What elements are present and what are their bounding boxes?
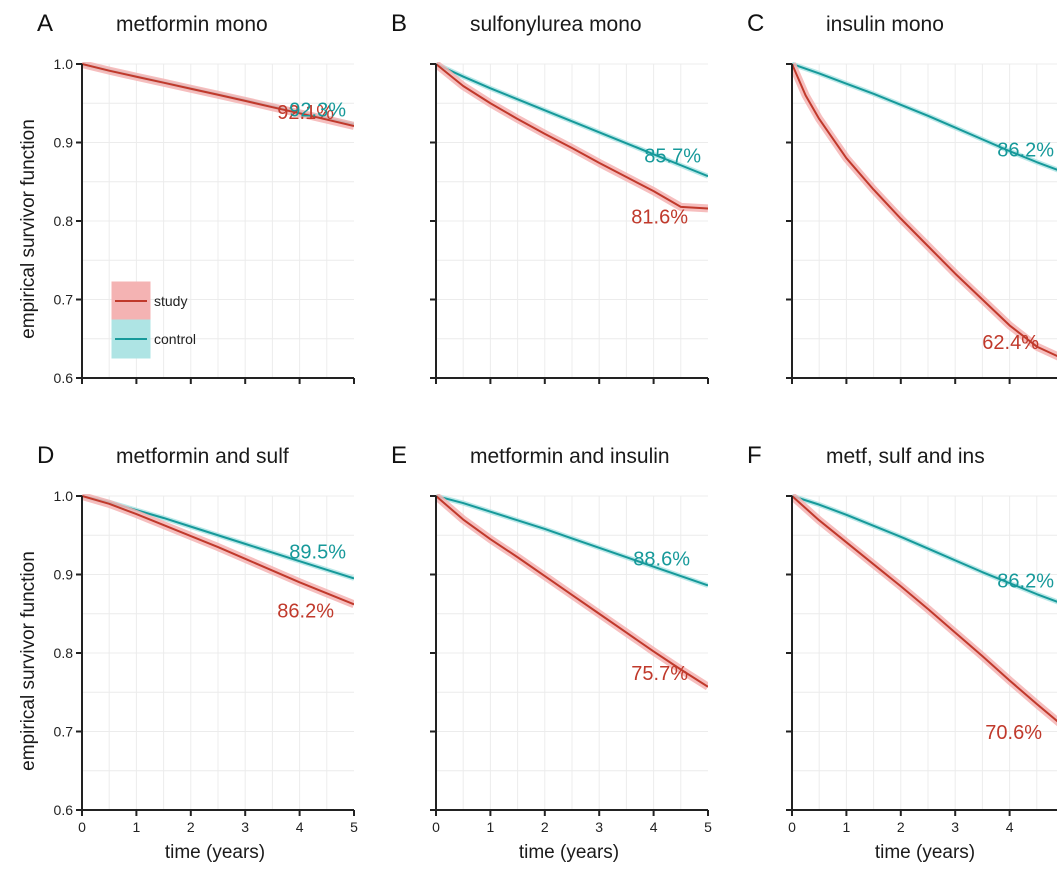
control-line: [792, 63, 1057, 171]
y-tick-label: 0.8: [54, 213, 74, 229]
x-tick-label: 4: [650, 819, 658, 835]
y-tick-label: 1.0: [54, 488, 74, 504]
y-tick-label: 0.6: [54, 802, 74, 818]
x-tick-label: 2: [897, 819, 905, 835]
curves: [436, 494, 708, 691]
x-tick-label: 1: [133, 819, 141, 835]
x-tick-label: 3: [951, 819, 959, 835]
legend-label-study: study: [154, 293, 187, 309]
x-axis-title: time (years): [165, 842, 265, 863]
grid: [436, 495, 708, 810]
study-end-label: 86.2%: [277, 600, 334, 622]
curves: [82, 62, 354, 130]
panel-letter: F: [747, 442, 762, 469]
study-line: [436, 495, 708, 688]
panel-d: 86.2% 89.5% 0.6 0.7 0.8 0.9 1.0 0 1 2 3 4 5 D metformi…: [18, 442, 358, 863]
panel-letter: A: [37, 10, 53, 37]
grid: [82, 495, 354, 810]
panel-a: 92.1%92.3% 0.6 0.7 0.8 0.9 1.0 A metformin mono…: [18, 10, 355, 386]
x-tick-label: 1: [843, 819, 851, 835]
x-tick-label: 1: [487, 819, 495, 835]
y-tick-label: 0.6: [54, 370, 74, 386]
study-line: [82, 63, 354, 127]
study-ci-band: [792, 62, 1057, 361]
panel-letter: C: [747, 10, 764, 37]
study-line: [792, 495, 1057, 723]
x-tick-label: 5: [350, 819, 358, 835]
control-line: [792, 495, 1057, 603]
legend: study control: [111, 281, 196, 359]
panel-f: 70.6%86.2%012345Fmetf, sulf and instime …: [747, 442, 1057, 863]
study-end-label: 92.1%: [277, 102, 334, 124]
x-tick-label: 0: [432, 819, 440, 835]
study-end-label: 75.7%: [631, 663, 688, 685]
panel-title: metf, sulf and ins: [826, 445, 985, 468]
x-tick-label: 4: [1006, 819, 1014, 835]
x-tick-label: 3: [595, 819, 603, 835]
x-tick-label: 5: [704, 819, 712, 835]
curves: [792, 494, 1057, 727]
study-line: [82, 495, 354, 606]
y-tick-label: 1.0: [54, 56, 74, 72]
panel-c: 62.4% 86.2% C insulin mono: [747, 10, 1057, 384]
panel-title: insulin mono: [826, 13, 944, 36]
curves: [82, 494, 354, 609]
panel-title: metformin mono: [116, 13, 268, 36]
x-axis-title: time (years): [875, 842, 975, 863]
curves: [436, 62, 708, 213]
panel-letter: B: [391, 10, 407, 37]
study-end-label: 70.6%: [985, 722, 1042, 744]
panel-b: 81.6% 85.7% B sulfonylurea mono: [391, 10, 709, 384]
y-tick-label: 0.9: [54, 135, 74, 151]
y-tick-label: 0.8: [54, 645, 74, 661]
study-end-label: 62.4%: [982, 332, 1039, 354]
y-tick-label: 0.7: [54, 724, 74, 740]
x-tick-label: 3: [241, 819, 249, 835]
x-tick-label: 0: [788, 819, 796, 835]
panel-letter: D: [37, 442, 54, 469]
control-line: [436, 63, 708, 178]
control-end-label: 85.7%: [644, 145, 701, 167]
control-end-label: 89.5%: [289, 541, 346, 563]
control-end-label: 92.3%: [289, 99, 346, 121]
legend-label-control: control: [154, 331, 196, 347]
control-line: [436, 495, 708, 587]
y-axis-title: empirical survivor function: [18, 551, 39, 771]
control-end-label: 86.2%: [997, 570, 1054, 592]
x-tick-label: 2: [541, 819, 549, 835]
y-tick-label: 0.9: [54, 567, 74, 583]
x-axis-title: time (years): [519, 842, 619, 863]
x-tick-label: 2: [187, 819, 195, 835]
control-end-label: 88.6%: [633, 548, 690, 570]
study-line: [792, 63, 1057, 358]
panel-e: 75.7% 88.6% 0 1 2 3 4 5 E metformin and insulin ti…: [391, 442, 712, 863]
control-end-label: 86.2%: [997, 139, 1054, 161]
x-tick-label: 4: [296, 819, 304, 835]
curves: [792, 62, 1057, 361]
study-end-label: 81.6%: [631, 206, 688, 228]
panel-title: metformin and insulin: [470, 445, 670, 468]
panel-letter: E: [391, 442, 407, 469]
y-axis-title: empirical survivor function: [18, 119, 39, 339]
grid: [792, 495, 1057, 810]
panel-title: metformin and sulf: [116, 445, 289, 468]
x-tick-label: 0: [78, 819, 86, 835]
study-line: [436, 63, 708, 210]
y-tick-label: 0.7: [54, 292, 74, 308]
panel-title: sulfonylurea mono: [470, 13, 642, 36]
